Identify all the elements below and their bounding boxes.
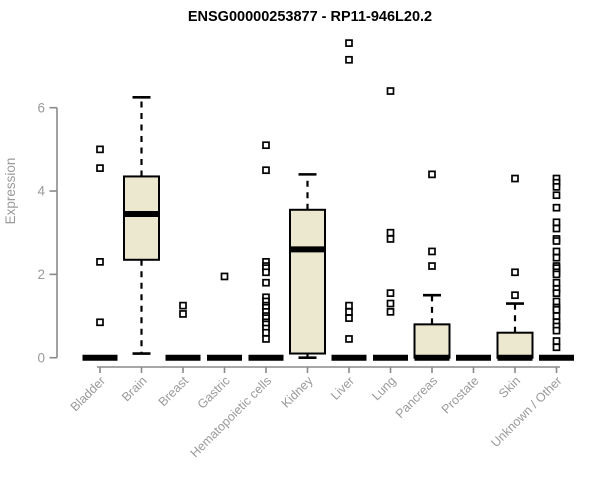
outlier-liver bbox=[345, 308, 353, 316]
outlier-unknown-other bbox=[552, 183, 561, 191]
outlier-skin bbox=[511, 174, 519, 183]
outlier-hematopoietic-cells bbox=[262, 335, 270, 343]
outlier-breast bbox=[179, 301, 187, 310]
outlier-unknown-other bbox=[552, 191, 561, 200]
outlier-liver bbox=[345, 301, 353, 310]
outlier-lung bbox=[386, 87, 395, 95]
box-brain bbox=[123, 175, 160, 261]
outlier-pancreas bbox=[428, 170, 436, 179]
outlier-pancreas bbox=[428, 262, 436, 270]
x-tick-label-kidney: Kidney bbox=[279, 373, 316, 410]
x-tick-label-gastric: Gastric bbox=[195, 374, 233, 412]
box-kidney bbox=[289, 208, 326, 355]
outlier-unknown-other bbox=[552, 270, 561, 279]
y-tick-label-4: 4 bbox=[37, 184, 45, 199]
outlier-liver bbox=[345, 314, 353, 322]
outlier-unknown-other bbox=[552, 247, 561, 256]
outlier-unknown-other bbox=[552, 224, 561, 233]
outlier-liver bbox=[345, 39, 353, 47]
outlier-unknown-other bbox=[552, 218, 561, 227]
y-tick-label-0: 0 bbox=[37, 350, 45, 365]
outlier-skin bbox=[511, 291, 519, 300]
x-tick-label-unknown-other: Unknown / Other bbox=[488, 374, 564, 450]
outlier-unknown-other bbox=[552, 289, 561, 297]
outlier-liver bbox=[345, 335, 353, 343]
outlier-skin bbox=[511, 268, 519, 277]
x-tick-label-bladder: Bladder bbox=[68, 374, 108, 414]
outlier-unknown-other bbox=[552, 326, 561, 335]
outlier-unknown-other bbox=[552, 305, 561, 314]
outlier-unknown-other bbox=[552, 203, 561, 212]
outlier-hematopoietic-cells bbox=[262, 278, 270, 287]
outlier-unknown-other bbox=[552, 343, 561, 352]
outlier-unknown-other bbox=[552, 297, 561, 306]
outlier-unknown-other bbox=[552, 278, 561, 287]
outlier-lung bbox=[386, 228, 395, 237]
outlier-lung bbox=[386, 308, 395, 316]
outlier-hematopoietic-cells bbox=[262, 268, 270, 277]
x-tick-label-breast: Breast bbox=[156, 373, 192, 409]
outlier-bladder bbox=[96, 258, 104, 266]
chart-title: ENSG00000253877 - RP11-946L20.2 bbox=[188, 9, 432, 25]
outlier-hematopoietic-cells bbox=[262, 141, 270, 150]
outlier-lung bbox=[386, 299, 395, 308]
outlier-unknown-other bbox=[552, 337, 561, 345]
outlier-lung bbox=[386, 235, 395, 243]
outlier-unknown-other bbox=[552, 237, 561, 245]
outlier-bladder bbox=[96, 318, 104, 327]
x-tick-label-skin: Skin bbox=[496, 374, 523, 401]
outlier-gastric bbox=[220, 272, 229, 281]
plot-area: 0 2 4 6 Bladder Brain Breast GastricHematopoiet… bbox=[37, 39, 574, 461]
outlier-hematopoietic-cells bbox=[262, 166, 270, 175]
y-tick-label-6: 6 bbox=[37, 100, 45, 115]
outlier-unknown-other bbox=[552, 312, 561, 320]
outlier-liver bbox=[345, 55, 353, 64]
outlier-unknown-other bbox=[552, 253, 561, 262]
x-tick-label-pancreas: Pancreas bbox=[393, 374, 440, 421]
x-tick-label-lung: Lung bbox=[369, 374, 399, 404]
x-tick-label-hematopoietic-cells: Hematopoietic cells bbox=[188, 374, 275, 461]
box-pancreas bbox=[413, 323, 451, 359]
box-skin bbox=[496, 331, 534, 359]
outlier-bladder bbox=[96, 164, 104, 172]
outlier-breast bbox=[179, 310, 187, 318]
y-tick-label-2: 2 bbox=[37, 267, 45, 282]
outlier-hematopoietic-cells bbox=[262, 328, 270, 337]
x-tick-label-prostate: Prostate bbox=[439, 374, 482, 417]
y-axis-label: Expression bbox=[3, 158, 18, 225]
x-tick-label-brain: Brain bbox=[119, 374, 150, 405]
outlier-lung bbox=[386, 289, 395, 297]
x-tick-label-liver: Liver bbox=[328, 374, 357, 403]
outlier-bladder bbox=[96, 145, 104, 154]
outlier-pancreas bbox=[428, 247, 436, 256]
